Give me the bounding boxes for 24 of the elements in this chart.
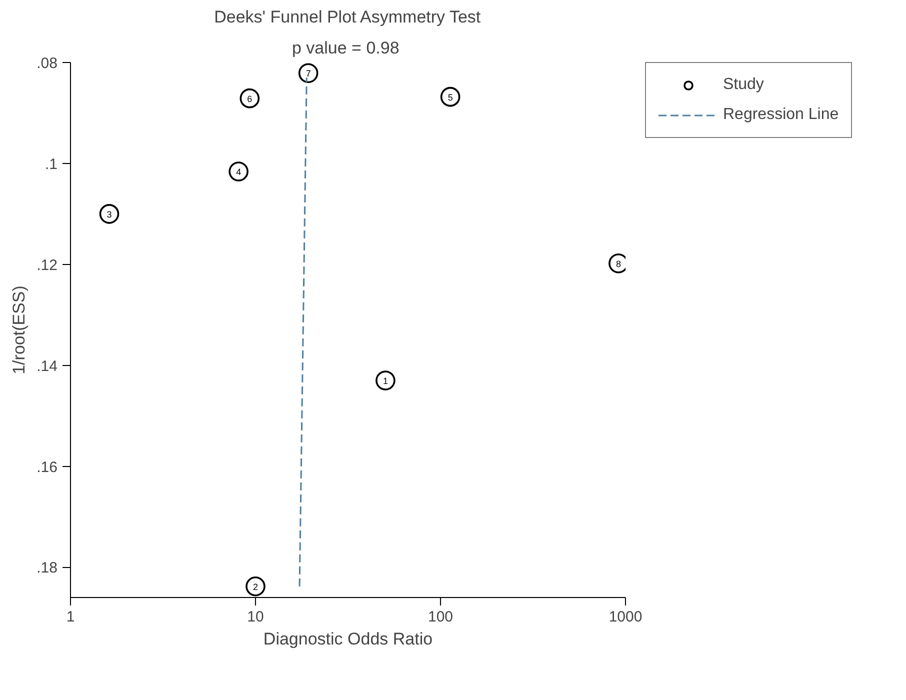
legend-label: Regression Line <box>723 106 839 124</box>
annotation: 7 <box>306 68 311 79</box>
x-tick-label: 100 <box>428 608 454 626</box>
annotation: 8 <box>616 258 621 269</box>
y-tick-label: .14 <box>36 358 58 375</box>
y-tick-label: .12 <box>36 256 58 274</box>
chart-subtitle: p value = 0.98 <box>292 38 400 58</box>
y-tick-label: .18 <box>36 560 58 577</box>
x-tick-label: 1 <box>66 608 75 626</box>
legend-label: Study <box>723 76 764 94</box>
y-tick-label: .16 <box>36 458 58 476</box>
annotation: 5 <box>448 92 453 102</box>
x-tick-label: 1000 <box>608 608 642 626</box>
x-axis-title: Diagnostic Odds Ratio <box>263 630 433 648</box>
annotation: 6 <box>247 94 252 104</box>
annotation: 3 <box>106 209 112 220</box>
annotation: 4 <box>236 167 242 178</box>
y-tick-label: .1 <box>44 156 58 173</box>
y-tick-label: .08 <box>36 55 58 72</box>
x-tick-label: 10 <box>247 608 264 626</box>
y-axis-title: 1/root(ESS) <box>10 286 29 374</box>
chart-title: Deeks' Funnel Plot Asymmetry Test <box>214 8 481 26</box>
annotation: 1 <box>382 376 388 386</box>
annotation: 2 <box>252 582 258 592</box>
